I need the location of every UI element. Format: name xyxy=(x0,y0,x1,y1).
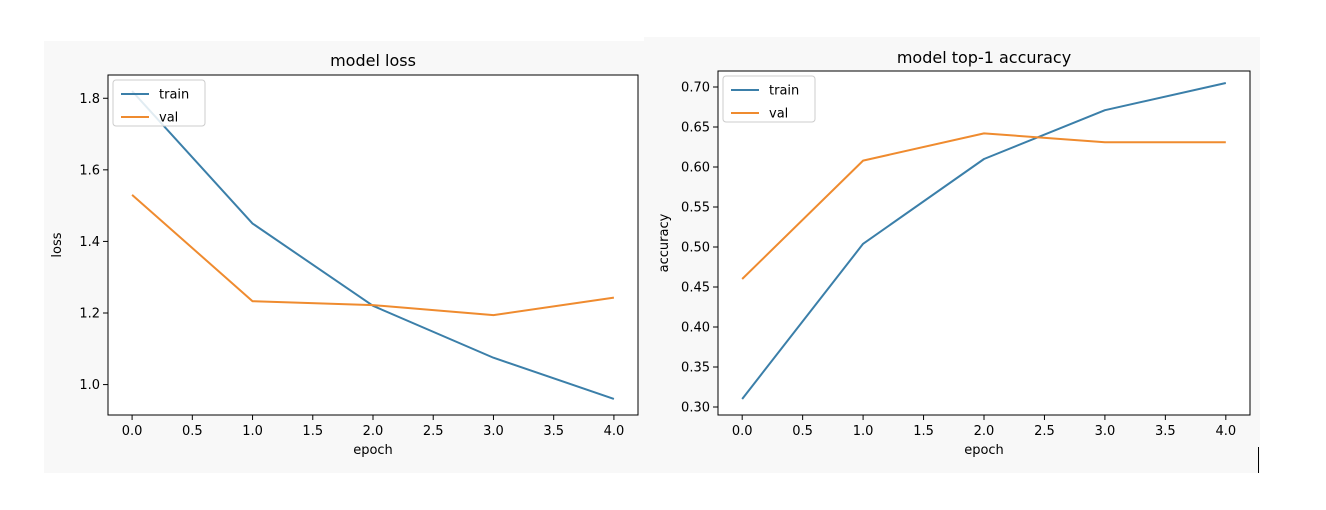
legend: train val xyxy=(722,75,816,123)
plot-area xyxy=(107,74,639,416)
y-tick-label: 1.4 xyxy=(79,235,100,250)
legend-label-train: train xyxy=(769,84,799,99)
x-tick-label: 4.0 xyxy=(1215,424,1236,439)
y-tick-label: 1.6 xyxy=(79,163,100,178)
x-tick-label: 4.0 xyxy=(604,424,625,439)
x-tick-label: 3.0 xyxy=(1095,424,1116,439)
y-tick-label: 1.8 xyxy=(79,92,100,107)
y-axis-label: loss xyxy=(50,232,65,257)
y-tick-label: 1.0 xyxy=(79,378,100,393)
legend-label-val: val xyxy=(769,107,788,122)
y-tick-label: 0.55 xyxy=(681,201,710,216)
loss-chart-panel: model loss 0.0 0.5 1.0 1.5 2.0 2.5 3.0 3.5 4.0 1.0… xyxy=(44,41,644,473)
x-tick-label: 2.5 xyxy=(423,424,444,439)
x-tick-label: 2.5 xyxy=(1034,424,1055,439)
x-tick-label: 2.0 xyxy=(363,424,384,439)
y-tick-label: 0.50 xyxy=(681,241,710,256)
plot-area xyxy=(717,70,1251,416)
x-tick-label: 3.0 xyxy=(483,424,504,439)
y-tick-label: 0.40 xyxy=(681,321,710,336)
legend-label-val: val xyxy=(159,111,178,126)
x-tick-label: 3.5 xyxy=(1155,424,1176,439)
accuracy-chart-panel: model top-1 accuracy 0.0 0.5 1.0 1.5 2.0 2.5 3.… xyxy=(644,37,1260,473)
x-tick-label: 3.5 xyxy=(543,424,564,439)
x-tick-label: 1.5 xyxy=(913,424,934,439)
chart-title: model top-1 accuracy xyxy=(897,48,1071,67)
edge-divider xyxy=(1258,447,1259,473)
loss-chart: model loss 0.0 0.5 1.0 1.5 2.0 2.5 3.0 3.5 4.0 1.0… xyxy=(50,51,639,458)
x-tick-label: 0.5 xyxy=(792,424,813,439)
x-tick-label: 1.5 xyxy=(302,424,323,439)
legend-box xyxy=(722,75,816,123)
x-tick-label: 0.5 xyxy=(182,424,203,439)
x-tick-label: 0.0 xyxy=(122,424,143,439)
legend-label-train: train xyxy=(159,88,189,103)
x-axis-label: epoch xyxy=(353,443,393,458)
y-tick-label: 0.70 xyxy=(681,81,710,96)
x-axis-label: epoch xyxy=(964,443,1004,458)
y-tick-label: 0.65 xyxy=(681,121,710,136)
legend: train val xyxy=(112,79,206,127)
y-tick-label: 0.60 xyxy=(681,161,710,176)
accuracy-chart: model top-1 accuracy 0.0 0.5 1.0 1.5 2.0 2.5 3.… xyxy=(657,48,1251,458)
chart-title: model loss xyxy=(330,51,416,70)
x-tick-label: 1.0 xyxy=(242,424,263,439)
y-tick-label: 1.2 xyxy=(79,307,100,322)
y-tick-label: 0.35 xyxy=(681,361,710,376)
x-tick-label: 2.0 xyxy=(974,424,995,439)
legend-box xyxy=(112,79,206,127)
y-axis-label: accuracy xyxy=(657,213,672,272)
y-tick-label: 0.30 xyxy=(681,401,710,416)
x-tick-label: 0.0 xyxy=(732,424,753,439)
y-tick-label: 0.45 xyxy=(681,281,710,296)
x-tick-label: 1.0 xyxy=(853,424,874,439)
